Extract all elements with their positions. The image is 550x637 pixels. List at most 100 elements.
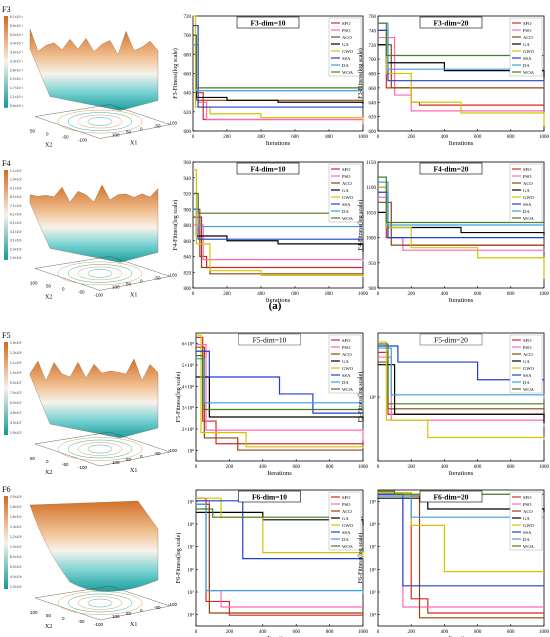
y-tick-label: 900 — [184, 208, 192, 213]
x-tick-label: 600 — [474, 630, 482, 635]
colorbar-tick-label: 1.4×10⁴ — [10, 525, 22, 529]
legend-box — [328, 17, 362, 77]
colorbar-tick-label: 6.0×10³ — [10, 565, 22, 569]
y-tick-label: 680 — [184, 53, 192, 58]
y-tick-label: 10⁶ — [369, 567, 376, 573]
x-tick-label: 1000 — [539, 135, 550, 140]
series-line-WOA — [378, 22, 545, 57]
title-box — [419, 490, 483, 503]
y-tick-label: 1050 — [366, 211, 377, 216]
x-axis-tick: -100 — [168, 448, 178, 453]
x-tick-label: 0 — [377, 630, 380, 635]
y-tick-label: 620 — [184, 111, 192, 116]
series-line-DA — [378, 495, 544, 518]
legend-label-PSO: PSO — [523, 28, 532, 33]
y-tick-label: 680 — [369, 73, 377, 78]
legend-label-ACO: ACO — [523, 35, 533, 40]
legend-label-GA: GA — [342, 42, 349, 47]
contour-line — [77, 596, 123, 610]
legend-label-SFO: SFO — [523, 338, 532, 343]
series-line-DA — [378, 181, 545, 226]
legend-label-DA: DA — [342, 63, 349, 68]
legend-label-PSO: PSO — [523, 502, 532, 507]
x-axis-tick: 50 — [126, 611, 132, 616]
x-tick-label: 600 — [474, 292, 482, 297]
colorbar-tick-label: 3.9×10⁻¹ — [10, 51, 24, 55]
surface-plots: F36.1×10⁻¹ 5.5×10⁻¹ 5.0×10⁻¹ 4.4×10⁻¹ 3.9×10… — [2, 5, 178, 630]
series-line-GWO — [196, 334, 364, 449]
series-line-SSA — [193, 24, 364, 108]
chart-F6-dim=20: 0 200 400 600 800 1000 10⁴ 10⁵ 10⁶ 10⁷ 10⁸ 10⁹ F6-di… — [357, 489, 550, 637]
surface-function-label: F6 — [2, 485, 10, 494]
colorbar-tick-label: 3.0×10⁷ — [10, 421, 22, 425]
y-tick-label: 10⁴ — [187, 613, 194, 619]
y-axis-label: F6-Fitness(log scale) — [357, 533, 364, 584]
x-tick-label: 200 — [226, 630, 234, 635]
y-axis-label: F4-Fitness(log scale) — [172, 200, 179, 251]
contour-line — [77, 114, 123, 129]
x-axis-label: Iterations — [449, 635, 474, 637]
colorbar-tick-label: 1.8×10⁴ — [10, 505, 22, 509]
contour-plane — [34, 104, 171, 139]
y-tick-label: 10⁶ — [187, 567, 194, 573]
x-axis-tick: 50 — [126, 130, 132, 135]
y-tick-label: 1150 — [366, 161, 376, 166]
y-tick-label: 600 — [369, 130, 377, 135]
y-tick-label: 620 — [369, 116, 377, 121]
colorbar-tick-label: 7.1×10³ — [10, 204, 22, 208]
x-axis-label: Iterations — [266, 140, 291, 147]
series-line-SSA — [196, 500, 363, 560]
x-tick-label: 1000 — [539, 630, 550, 635]
contour-plane — [34, 256, 171, 291]
legend-label-ACO: ACO — [342, 181, 352, 186]
contour-line — [77, 266, 123, 281]
x-axis-tick: 0 — [140, 608, 143, 613]
surface-function-label: F4 — [2, 159, 10, 168]
x-tick-label: 800 — [507, 630, 515, 635]
y-tick-label: 840 — [184, 256, 192, 261]
y-axis-tick: 0 — [46, 132, 49, 137]
colorbar-tick-label: 1.1×10⁸ — [10, 361, 22, 365]
legend-label-GWO: GWO — [342, 523, 354, 528]
x-tick-label: 400 — [441, 630, 449, 635]
x-tick-label: 200 — [407, 135, 415, 140]
x-tick-label: 600 — [474, 135, 482, 140]
contour-line — [87, 444, 113, 454]
legend-box — [328, 163, 362, 223]
series-line-PSO — [378, 36, 544, 112]
y-axis-tick: 50 — [46, 613, 52, 618]
colorbar — [4, 342, 8, 435]
surface-F5: F51.5×10⁸ 1.3×10⁸ 1.1×10⁸ 1.0×10⁸ 9.0×10⁷ 7.5… — [2, 331, 178, 476]
y-axis-tick: -50 — [62, 135, 69, 140]
x-tick-label: 800 — [325, 292, 333, 297]
chart-title: F6-dim=10 — [252, 493, 287, 502]
x-tick-label: 400 — [259, 465, 267, 470]
series-line-GA — [378, 364, 545, 424]
x-axis-tick: 0 — [140, 278, 143, 283]
colorbar-tick-label: 6.0×10⁷ — [10, 401, 22, 405]
x-axis-tick: -50 — [154, 451, 161, 456]
contour-line — [57, 591, 143, 615]
surface-x-label: X1 — [130, 292, 137, 298]
legend-label-WOA: WOA — [523, 544, 535, 549]
series-line-GWO — [193, 15, 364, 122]
colorbar-tick-label: 2.8×10⁻¹ — [10, 68, 24, 72]
legend-label-PSO: PSO — [342, 174, 351, 179]
surface-mesh — [29, 28, 159, 111]
legend-box — [328, 334, 362, 394]
x-tick-label: 200 — [223, 292, 231, 297]
x-tick-label: 400 — [441, 465, 449, 470]
series-line-WOA — [378, 343, 545, 407]
contour-line — [57, 437, 143, 461]
legend-label-GA: GA — [523, 516, 530, 521]
y-tick-label: 10⁵ — [369, 590, 376, 596]
colorbar-tick-label: 4.0×10³ — [10, 575, 22, 579]
series-line-SSA — [378, 191, 545, 239]
contour-line — [87, 117, 113, 126]
x-tick-label: 200 — [407, 630, 415, 635]
legend-label-GWO: GWO — [342, 366, 354, 371]
y-axis-tick: -50 — [78, 289, 85, 294]
title-box — [419, 16, 483, 29]
colorbar-tick-label: 3.3×10⁻¹ — [10, 59, 24, 63]
colorbar-tick-label: 2.0×10³ — [10, 585, 22, 589]
